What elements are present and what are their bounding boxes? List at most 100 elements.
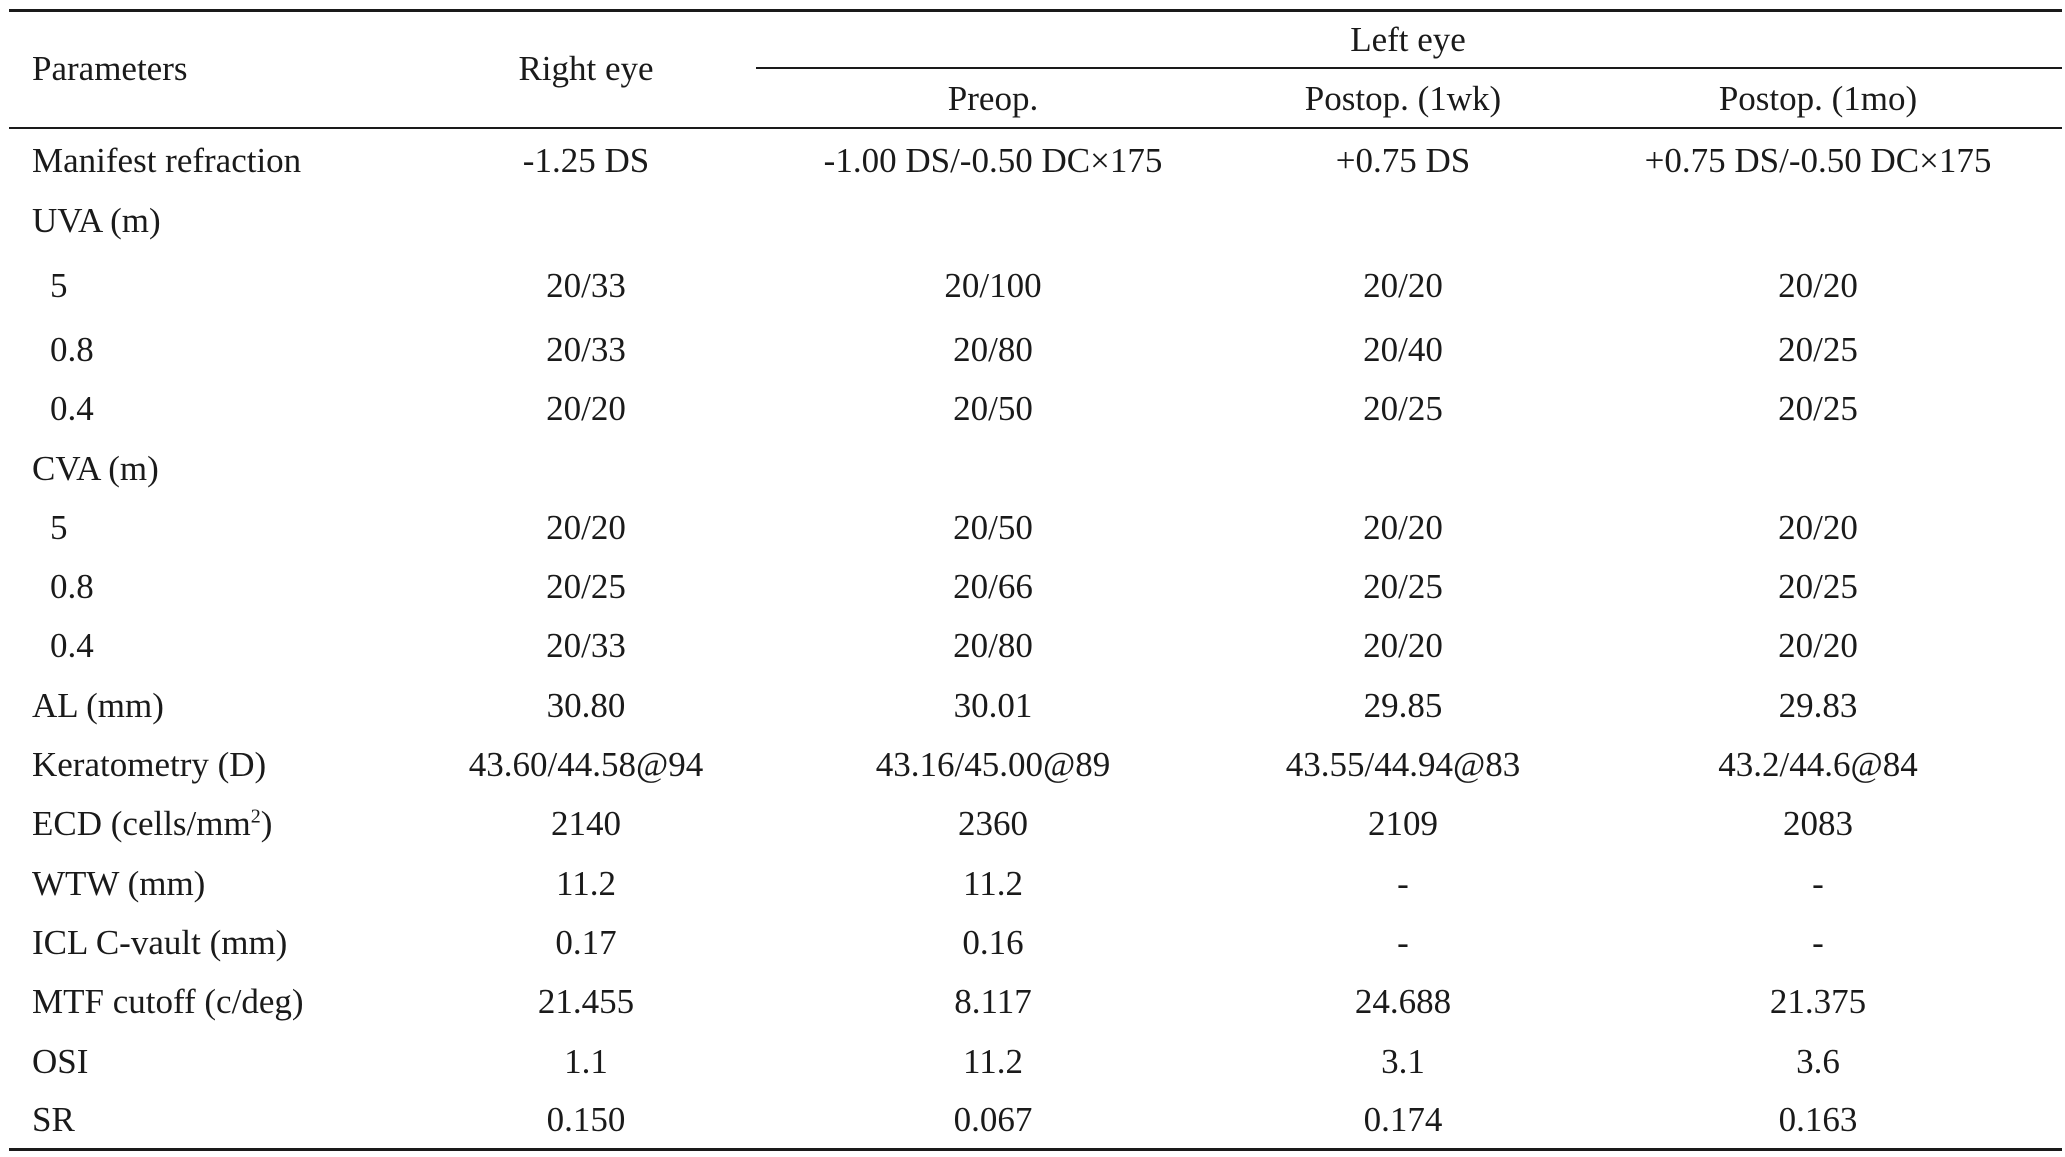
row-label: 0.8 bbox=[50, 330, 94, 370]
cell-right-eye: 20/33 bbox=[546, 330, 626, 369]
cell-preop: -1.00 DS/-0.50 DC×175 bbox=[823, 141, 1163, 180]
cell-right-eye: 30.80 bbox=[546, 686, 626, 725]
row-label-text: ECD (cells/mm bbox=[32, 804, 251, 843]
table-row: UVA (m) bbox=[0, 201, 2065, 241]
table-row: Manifest refraction -1.25 DS -1.00 DS/-0.5… bbox=[0, 141, 2065, 181]
row-label: 5 bbox=[50, 508, 68, 548]
row-label: WTW (mm) bbox=[32, 864, 205, 904]
cell-postop-1wk: - bbox=[1397, 923, 1409, 962]
cell-postop-1wk: 20/40 bbox=[1363, 330, 1443, 369]
row-label-text: 5 bbox=[50, 508, 68, 547]
cell-right-eye: 11.2 bbox=[556, 864, 616, 903]
row-label-text: Manifest refraction bbox=[32, 141, 302, 180]
row-label: CVA (m) bbox=[32, 449, 159, 489]
header-postop-1wk: Postop. (1wk) bbox=[1304, 79, 1502, 118]
cell-preop: 2360 bbox=[958, 804, 1028, 843]
header-parameters: Parameters bbox=[32, 49, 188, 88]
cell-right-eye: 21.455 bbox=[537, 982, 635, 1021]
cell-right-eye: 0.17 bbox=[555, 923, 617, 962]
row-label: Keratometry (D) bbox=[32, 745, 266, 785]
row-label-text: 0.4 bbox=[50, 626, 94, 665]
cell-right-eye: 2140 bbox=[551, 804, 621, 843]
cell-right-eye: 0.150 bbox=[546, 1100, 626, 1139]
cell-right-eye: 1.1 bbox=[564, 1042, 608, 1081]
cell-postop-1mo: - bbox=[1812, 864, 1824, 903]
row-label-text: CVA (m) bbox=[32, 449, 159, 488]
table-row: 0.8 20/33 20/80 20/40 20/25 bbox=[0, 330, 2065, 370]
cell-postop-1wk: 20/20 bbox=[1363, 626, 1443, 665]
cell-postop-1wk: +0.75 DS bbox=[1335, 141, 1471, 180]
row-label: 0.4 bbox=[50, 626, 94, 666]
cell-postop-1mo: 2083 bbox=[1783, 804, 1853, 843]
row-label-text: ICL C-vault (mm) bbox=[32, 923, 288, 962]
cell-postop-1mo: 43.2/44.6@84 bbox=[1718, 745, 1918, 784]
header-right-eye: Right eye bbox=[518, 49, 654, 88]
cell-preop: 20/50 bbox=[953, 508, 1033, 547]
cell-postop-1wk: 20/25 bbox=[1363, 567, 1443, 606]
cell-right-eye: 20/33 bbox=[546, 626, 626, 665]
header-postop-1mo: Postop. (1mo) bbox=[1718, 79, 1918, 118]
row-label-text: WTW (mm) bbox=[32, 864, 206, 903]
header-left-eye: Left eye bbox=[1350, 20, 1466, 59]
row-label-text: Keratometry (D) bbox=[32, 745, 267, 784]
row-label: ECD (cells/mm2) bbox=[32, 804, 272, 844]
cell-postop-1mo: 20/20 bbox=[1778, 266, 1858, 305]
cell-postop-1mo: 3.6 bbox=[1796, 1042, 1840, 1081]
table-row: SR 0.150 0.067 0.174 0.163 bbox=[0, 1100, 2065, 1140]
cell-preop: 20/80 bbox=[953, 626, 1033, 665]
table-row: ECD (cells/mm2) 2140 2360 2109 2083 bbox=[0, 804, 2065, 844]
row-label-suffix: ) bbox=[260, 804, 273, 843]
cell-preop: 11.2 bbox=[963, 1042, 1023, 1081]
cell-postop-1wk: - bbox=[1397, 864, 1409, 903]
cell-postop-1wk: 0.174 bbox=[1363, 1100, 1443, 1139]
row-label: 0.8 bbox=[50, 567, 94, 607]
cell-right-eye: 20/33 bbox=[546, 266, 626, 305]
cell-preop: 20/50 bbox=[953, 389, 1033, 428]
table-row: Keratometry (D) 43.60/44.58@94 43.16/45.00… bbox=[0, 745, 2065, 785]
row-label-text: 0.8 bbox=[50, 330, 94, 369]
row-label: ICL C-vault (mm) bbox=[32, 923, 287, 963]
cell-postop-1mo: 20/20 bbox=[1778, 626, 1858, 665]
cell-right-eye: 20/20 bbox=[546, 508, 626, 547]
cell-postop-1wk: 20/25 bbox=[1363, 389, 1443, 428]
cell-right-eye: 20/20 bbox=[546, 389, 626, 428]
cell-postop-1mo: 20/20 bbox=[1778, 508, 1858, 547]
cell-postop-1wk: 24.688 bbox=[1354, 982, 1452, 1021]
table-row: ICL C-vault (mm) 0.17 0.16 - - bbox=[0, 923, 2065, 963]
row-label: SR bbox=[32, 1100, 75, 1140]
cell-preop: 11.2 bbox=[963, 864, 1023, 903]
cell-right-eye: -1.25 DS bbox=[522, 141, 650, 180]
cell-postop-1mo: - bbox=[1812, 923, 1824, 962]
cell-preop: 30.01 bbox=[953, 686, 1033, 725]
cell-preop: 8.117 bbox=[954, 982, 1032, 1021]
cell-preop: 20/100 bbox=[944, 266, 1042, 305]
row-label-text: MTF cutoff (c/deg) bbox=[32, 982, 304, 1021]
table-row: AL (mm) 30.80 30.01 29.85 29.83 bbox=[0, 686, 2065, 726]
cell-postop-1mo: 29.83 bbox=[1778, 686, 1858, 725]
row-label: AL (mm) bbox=[32, 686, 164, 726]
row-label-text: 0.4 bbox=[50, 389, 94, 428]
cell-postop-1mo: 20/25 bbox=[1778, 389, 1858, 428]
cell-right-eye: 43.60/44.58@94 bbox=[468, 745, 704, 784]
cell-preop: 0.067 bbox=[953, 1100, 1033, 1139]
table-row: 5 20/20 20/50 20/20 20/20 bbox=[0, 508, 2065, 548]
cell-postop-1mo: 20/25 bbox=[1778, 330, 1858, 369]
table-row: 0.8 20/25 20/66 20/25 20/25 bbox=[0, 567, 2065, 607]
row-label-text: AL (mm) bbox=[32, 686, 164, 725]
table-bottom-rule bbox=[9, 1148, 2062, 1151]
row-label: 0.4 bbox=[50, 389, 94, 429]
table-row: WTW (mm) 11.2 11.2 - - bbox=[0, 864, 2065, 904]
table-row: 5 20/33 20/100 20/20 20/20 bbox=[0, 266, 2065, 306]
row-label-text: OSI bbox=[32, 1042, 89, 1081]
left-eye-span-rule bbox=[756, 67, 2062, 69]
cell-postop-1wk: 29.85 bbox=[1363, 686, 1443, 725]
row-label-superscript: 2 bbox=[250, 805, 261, 828]
cell-postop-1mo: 21.375 bbox=[1769, 982, 1867, 1021]
table-top-rule bbox=[9, 9, 2062, 12]
cell-postop-1wk: 20/20 bbox=[1363, 266, 1443, 305]
row-label-text: 0.8 bbox=[50, 567, 94, 606]
table-row: 0.4 20/33 20/80 20/20 20/20 bbox=[0, 626, 2065, 666]
cell-postop-1wk: 2109 bbox=[1368, 804, 1438, 843]
row-label: UVA (m) bbox=[32, 201, 161, 241]
